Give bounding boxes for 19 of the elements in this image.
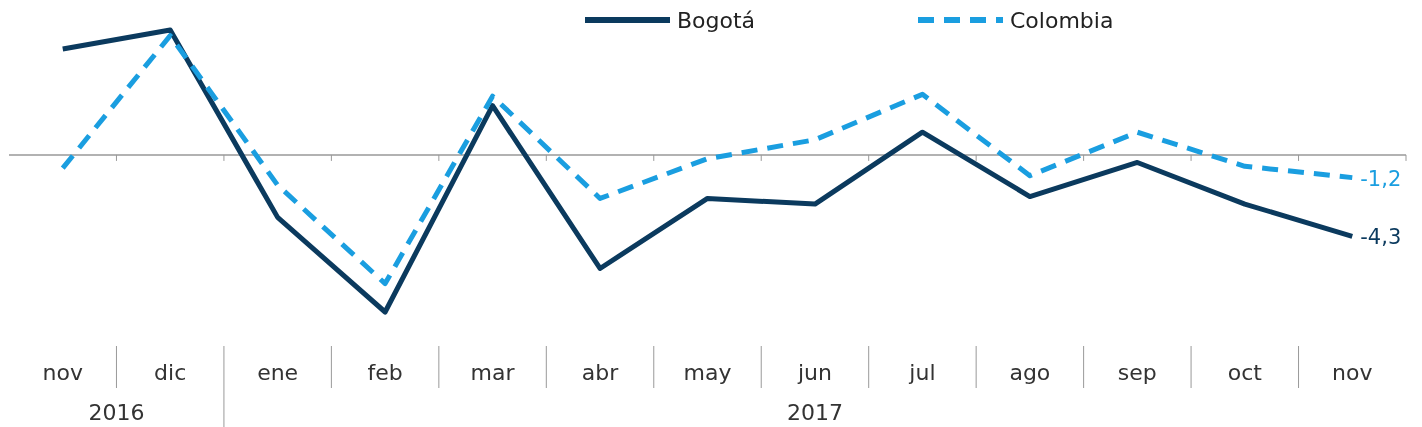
x-tick-label: may <box>683 360 732 385</box>
x-tick-label: jul <box>908 360 936 385</box>
x-tick-label: mar <box>470 360 516 385</box>
text: 2017 <box>786 400 843 425</box>
x-tick-label: oct <box>1227 360 1263 385</box>
x-tick-label: feb <box>367 360 403 385</box>
x-tick-label: dic <box>154 360 187 385</box>
legend-label: Bogotá <box>677 8 756 33</box>
data-label: -1,2 <box>1360 166 1402 191</box>
x-tick-label: ene <box>257 360 299 385</box>
legend-label: Colombia <box>1010 8 1114 33</box>
x-tick-label: abr <box>581 360 620 385</box>
x-tick-label: nov <box>42 360 83 385</box>
x-tick-label: jun <box>796 360 832 385</box>
x-tick-label: nov <box>1332 360 1373 385</box>
x-tick-label: ago <box>1009 360 1051 385</box>
x-tick-label: sep <box>1117 360 1157 385</box>
text: 2016 <box>88 400 145 425</box>
data-label: -4,3 <box>1360 225 1402 250</box>
